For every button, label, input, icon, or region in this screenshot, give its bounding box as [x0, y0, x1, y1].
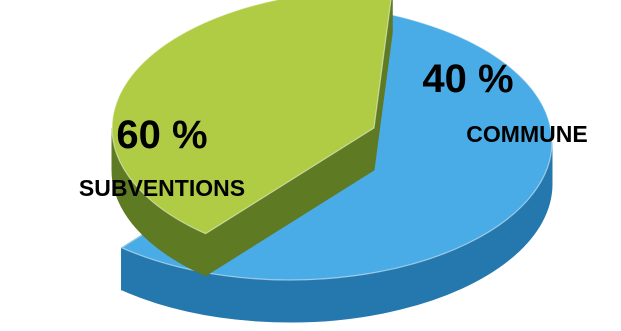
- pie-slices: [111, 0, 553, 323]
- commune-slice: [111, 0, 392, 235]
- subventions-category-label: SUBVENTIONS: [79, 175, 245, 201]
- commune-category-label: COMMUNE: [466, 121, 587, 147]
- subventions-value-label: 60 %: [116, 113, 207, 157]
- commune-value-label: 40 %: [422, 57, 513, 101]
